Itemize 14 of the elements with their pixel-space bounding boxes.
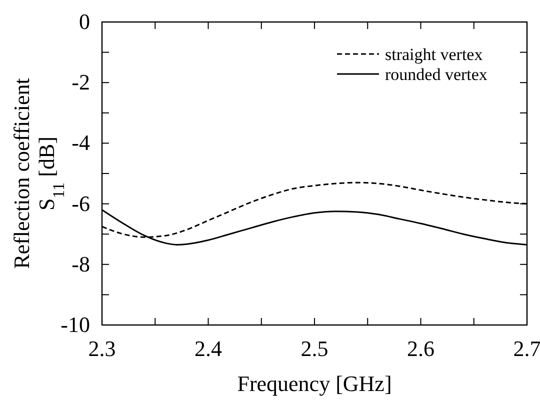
legend-label: straight vertex xyxy=(385,45,484,64)
legend-label: rounded vertex xyxy=(385,65,488,84)
y-tick-label: -8 xyxy=(72,251,90,276)
y-tick-label: -10 xyxy=(60,312,90,337)
x-tick-label: 2.3 xyxy=(88,336,116,361)
y-tick-label: 0 xyxy=(79,9,90,34)
y-tick-label: -6 xyxy=(72,190,90,216)
x-axis-title: Frequency [GHz] xyxy=(237,371,392,396)
y-tick-label: -4 xyxy=(72,130,90,156)
x-tick-label: 2.5 xyxy=(300,336,328,361)
x-tick-label: 2.4 xyxy=(194,336,222,361)
y-tick-label: -2 xyxy=(72,70,90,95)
x-tick-label: 2.6 xyxy=(407,336,434,361)
x-tick-label: 2.7 xyxy=(513,336,540,361)
